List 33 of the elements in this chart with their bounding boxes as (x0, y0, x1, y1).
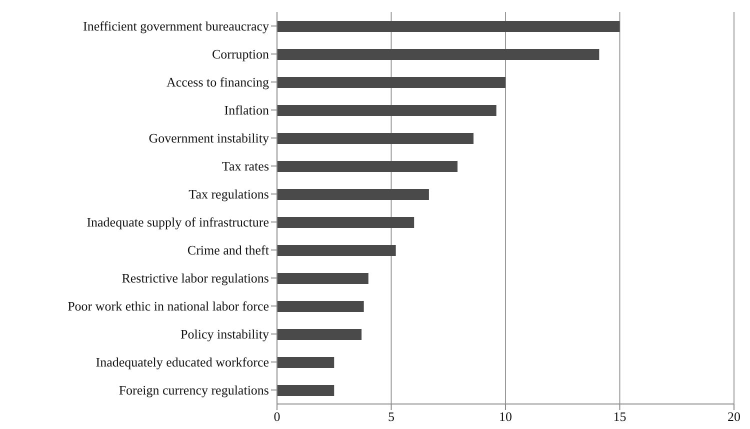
x-tick-label: 15 (613, 409, 626, 424)
y-tick-label: Inadequately educated workforce (96, 354, 270, 370)
y-tick-label: Restrictive labor regulations (122, 270, 269, 286)
y-tick-label: Tax regulations (188, 186, 269, 202)
bar (277, 189, 429, 200)
y-tick-label: Corruption (212, 46, 270, 62)
y-tick-label: Government instability (148, 130, 270, 146)
x-tick-label: 10 (499, 409, 512, 424)
bar (277, 161, 458, 172)
y-tick-label: Access to financing (166, 74, 270, 90)
bar (277, 245, 396, 256)
bar (277, 133, 474, 144)
y-tick-label: Inflation (224, 102, 270, 118)
y-tick-label: Crime and theft (187, 242, 270, 258)
bar (277, 357, 334, 368)
y-tick-label: Policy instability (180, 326, 270, 342)
bar (277, 329, 362, 340)
y-tick-label: Poor work ethic in national labor force (68, 298, 270, 314)
y-tick-label: Inadequate supply of infrastructure (86, 214, 270, 230)
bar (277, 21, 620, 32)
bar (277, 49, 600, 60)
x-tick-label: 20 (728, 409, 740, 424)
bar (277, 273, 368, 284)
x-tick-label: 0 (274, 409, 280, 424)
x-tick-label: 5 (388, 409, 394, 424)
y-tick-label: Tax rates (222, 158, 269, 174)
bar (277, 217, 414, 228)
y-tick-label: Foreign currency regulations (118, 382, 269, 398)
bar (277, 105, 496, 116)
bar (277, 385, 334, 396)
y-tick-label: Inefficient government bureaucracy (83, 18, 270, 34)
bar (277, 77, 506, 88)
bar (277, 301, 364, 312)
